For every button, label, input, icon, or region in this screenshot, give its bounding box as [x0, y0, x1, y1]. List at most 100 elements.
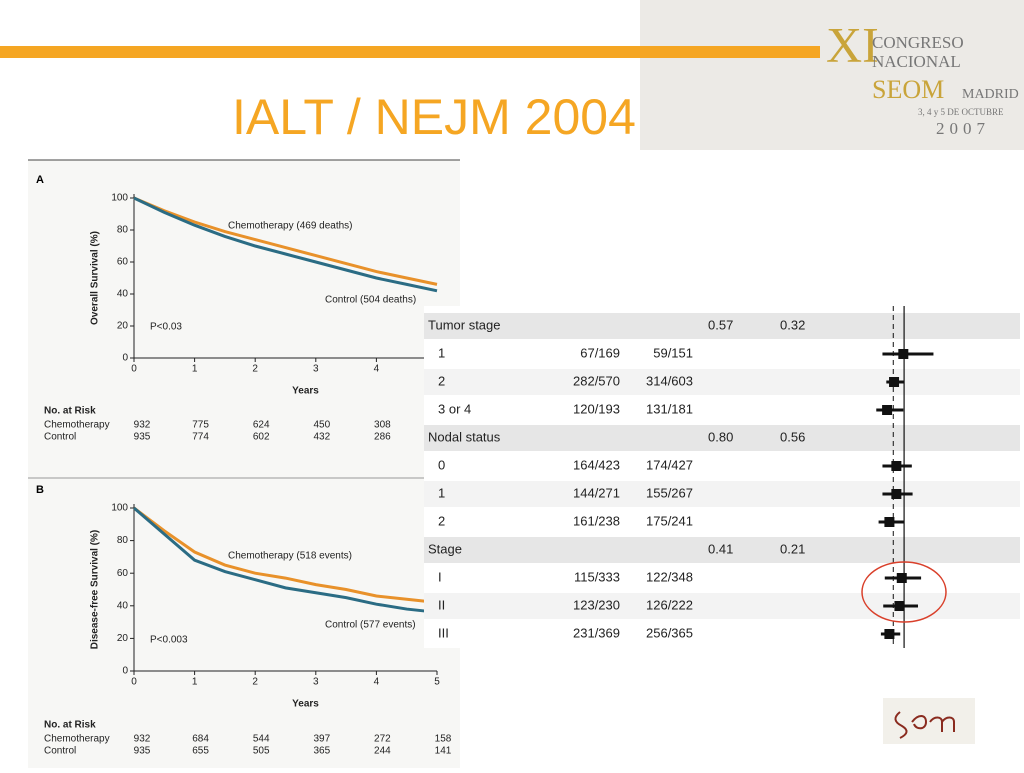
- x-axis-label: Years: [292, 699, 319, 710]
- row-label: III: [438, 625, 449, 640]
- hazard-ratio: [898, 349, 909, 359]
- annotation: Control (577 events): [325, 620, 416, 631]
- x-tick-label: 2: [252, 677, 258, 688]
- risk-count: 932: [134, 420, 151, 431]
- chemo-events: 282/570: [573, 373, 620, 388]
- panel-label: B: [36, 484, 44, 496]
- x-tick-label: 1: [192, 364, 198, 375]
- chemo-events: 67/169: [580, 345, 620, 360]
- risk-count: 308: [374, 420, 391, 431]
- chemo-events: 164/423: [573, 457, 620, 472]
- risk-count: 397: [313, 734, 330, 745]
- p-value: 0.56: [780, 429, 805, 444]
- x-tick-label: 5: [434, 677, 440, 688]
- hazard-ratio: [894, 601, 905, 611]
- annotation: P<0.003: [150, 635, 188, 646]
- hazard-ratio: [891, 489, 902, 499]
- control-events: 175/241: [646, 513, 693, 528]
- control-events: 314/603: [646, 373, 693, 388]
- chemo-events: 123/230: [573, 597, 620, 612]
- risk-count: 365: [313, 746, 330, 757]
- row-label: Stage: [428, 541, 462, 556]
- table-row: [424, 537, 1020, 563]
- row-label: Tumor stage: [428, 317, 501, 332]
- logo-text: 3, 4 y 5 DE OCTUBRE: [918, 107, 1004, 117]
- chemo-events: 115/333: [574, 569, 620, 584]
- table-row: [424, 453, 1020, 479]
- table-row: [424, 313, 1020, 339]
- logo-backdrop: [640, 0, 1024, 150]
- risk-row-name: Control: [44, 432, 76, 443]
- row-label: 2: [438, 513, 445, 528]
- row-label: 2: [438, 373, 445, 388]
- y-axis-label: Disease-free Survival (%): [90, 530, 101, 650]
- risk-row-name: Chemotherapy: [44, 734, 110, 745]
- chemo-events: 144/271: [573, 485, 620, 500]
- y-tick-label: 60: [117, 257, 129, 268]
- x-tick-label: 4: [374, 677, 380, 688]
- control-events: 126/222: [646, 597, 693, 612]
- risk-count: 935: [134, 746, 151, 757]
- hazard-ratio: [889, 377, 900, 387]
- annotation: Chemotherapy (469 deaths): [228, 221, 353, 232]
- survival-curve: [133, 196, 438, 293]
- hazard-ratio: [882, 405, 893, 415]
- top-bar: [0, 46, 820, 58]
- table-row: [424, 369, 1020, 395]
- panel-label: A: [36, 174, 44, 186]
- hazard-ratio: [896, 573, 907, 583]
- x-tick-label: 4: [374, 364, 380, 375]
- p-value: 0.80: [708, 429, 733, 444]
- seom-logo-mark: [894, 711, 955, 739]
- risk-row-name: Chemotherapy: [44, 420, 110, 431]
- logo-text: SEOM: [872, 75, 944, 104]
- risk-count: 775: [192, 420, 209, 431]
- risk-count: 602: [253, 432, 270, 443]
- hazard-ratio: [884, 517, 895, 527]
- p-value: 0.21: [780, 541, 805, 556]
- table-row: [424, 509, 1020, 535]
- control-events: 131/181: [646, 401, 693, 416]
- table-row: [424, 593, 1020, 619]
- control-events: 122/348: [646, 569, 693, 584]
- chemo-events: 161/238: [573, 513, 620, 528]
- y-axis-label: Overall Survival (%): [90, 231, 101, 325]
- highlight-circle: [861, 561, 947, 623]
- logo-text: 2007: [936, 119, 990, 138]
- risk-count: 286: [374, 432, 391, 443]
- annotation: Control (504 deaths): [325, 295, 416, 306]
- table-row: [424, 481, 1020, 507]
- row-label: Nodal status: [428, 429, 501, 444]
- row-label: 1: [438, 485, 445, 500]
- y-tick-label: 0: [122, 353, 128, 364]
- hazard-ratio: [884, 629, 895, 639]
- risk-count: 244: [374, 746, 391, 757]
- y-tick-label: 100: [111, 193, 128, 204]
- risk-count: 624: [253, 420, 270, 431]
- logo-text: MADRID: [962, 87, 1019, 102]
- logo-text: CONGRESO: [872, 33, 964, 52]
- risk-count: 774: [192, 432, 209, 443]
- control-events: 174/427: [646, 457, 693, 472]
- y-tick-label: 20: [117, 321, 129, 332]
- risk-count: 272: [374, 734, 391, 745]
- risk-row-name: Control: [44, 746, 76, 757]
- panel-backdrop: [28, 160, 460, 768]
- logo-text: NACIONAL: [872, 52, 961, 71]
- table-row: [424, 621, 1020, 647]
- p-value: 0.57: [708, 317, 733, 332]
- x-tick-label: 0: [131, 364, 137, 375]
- table-row: [424, 425, 1020, 451]
- y-tick-label: 0: [122, 666, 128, 677]
- table-row: [424, 397, 1020, 423]
- row-label: 3 or 4: [438, 401, 471, 416]
- seom-logo: [883, 698, 975, 744]
- logo-numeral: XI: [826, 16, 879, 72]
- y-tick-label: 40: [117, 600, 129, 611]
- p-value: 0.41: [708, 541, 733, 556]
- risk-table-title: No. at Risk: [44, 720, 96, 731]
- x-tick-label: 3: [313, 677, 319, 688]
- y-tick-label: 40: [117, 289, 129, 300]
- slide-title: IALT / NEJM 2004: [232, 89, 636, 145]
